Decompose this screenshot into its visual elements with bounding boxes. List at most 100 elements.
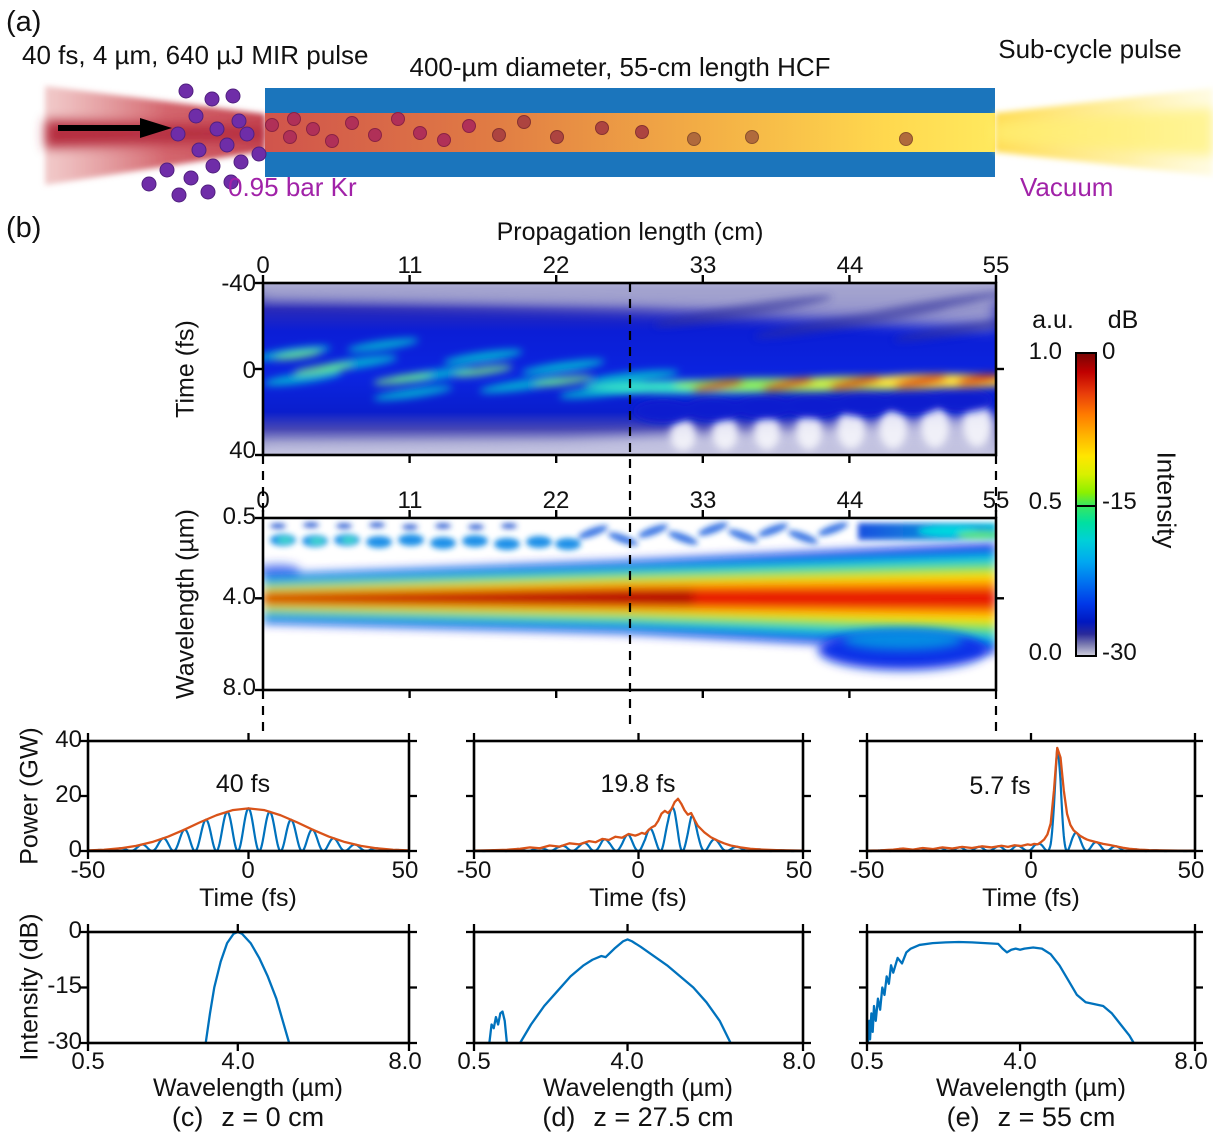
colorbar-db-tick: 0 (1102, 338, 1116, 365)
time-axis-label: Time (fs) (171, 320, 200, 418)
xtick-label: 0 (1024, 857, 1038, 884)
colorbar-title: Intensity (1151, 451, 1182, 549)
power-ytick: 20 (55, 781, 82, 808)
xtick-label: 8.0 (388, 1048, 422, 1075)
xtick-label: 11 (397, 487, 423, 514)
kr-gas-dots (141, 83, 913, 203)
wavelength-axis-label: Wavelength (µm) (171, 509, 200, 699)
hcf-upper-wall (265, 88, 995, 113)
wavelength-map-ticks (255, 510, 1004, 698)
spectrum-ytick: 0 (68, 917, 82, 944)
xtick-label: 0.5 (850, 1048, 884, 1075)
input-pulse-label: 40 fs, 4 µm, 640 µJ MIR pulse (22, 40, 369, 70)
power-ytick: 40 (55, 726, 82, 753)
time-tick: 40 (229, 437, 256, 464)
wavelength-xlabel-e: Wavelength (µm) (936, 1074, 1126, 1102)
colorbar-left-unit: a.u. (1032, 306, 1074, 334)
duration-annotation-e: 5.7 fs (969, 772, 1031, 800)
xtick-label: -50 (456, 857, 492, 884)
gas-label: 0.95 bar Kr (228, 172, 357, 202)
red-shifted-lobe (818, 630, 988, 670)
colorbar (1075, 352, 1097, 657)
xtick-label: 8.0 (782, 1048, 816, 1075)
dispersive-wave-features (270, 522, 996, 550)
xtick-label: 33 (689, 252, 717, 279)
colorbar-db-tick: -15 (1102, 488, 1137, 515)
power-ytick: 0 (68, 836, 82, 863)
colorbar-au-tick: 1.0 (1028, 338, 1062, 365)
xtick-label: -50 (849, 857, 885, 884)
wavelength-propagation-heatmap (255, 510, 1004, 698)
xtick-label: 0 (631, 857, 645, 884)
output-beam (995, 88, 1213, 176)
spectrum-plot-c (80, 924, 417, 1051)
series-envelope (866, 746, 1196, 852)
vacuum-label: Vacuum (1020, 172, 1114, 202)
series-envelope (473, 797, 804, 852)
duration-annotation-c: 40 fs (215, 770, 271, 798)
compressed-filament-streak (583, 374, 996, 394)
time-map-ticks (255, 275, 1004, 463)
panel-d-label: (d) (542, 1102, 576, 1132)
time-tick: 0 (242, 357, 256, 384)
wavelength-tick: 4.0 (222, 583, 256, 610)
xtick-label: 50 (391, 857, 419, 884)
propagation-arrow (58, 118, 172, 138)
panel-e-caption: z = 55 cm (997, 1102, 1116, 1132)
power-plot-d (466, 733, 811, 859)
panel-a-label: (a) (6, 6, 42, 38)
xtick-label: 22 (542, 252, 570, 279)
power-plot-c (80, 733, 417, 859)
xtick-label: 0.5 (71, 1048, 105, 1075)
series-main_spectrum (519, 938, 732, 1044)
panel-b-label: (b) (6, 212, 42, 244)
xtick-label: 8.0 (1174, 1048, 1208, 1075)
xtick-label: 22 (542, 487, 570, 514)
panel-d-caption: z = 27.5 cm (593, 1102, 734, 1132)
spectrum-ytick: -30 (47, 1028, 82, 1055)
spectrum-plot-d (466, 924, 811, 1051)
colorbar-db-tick: -30 (1102, 639, 1137, 666)
series-carrier (88, 807, 409, 853)
time-xlabel-e: Time (fs) (982, 884, 1080, 912)
xtick-label: 44 (836, 252, 864, 279)
xtick-label: 50 (785, 857, 813, 884)
series-carrier (866, 747, 1195, 853)
panel-c-label: (c) (171, 1102, 204, 1132)
series-envelope (87, 807, 410, 852)
xtick-label: 44 (836, 487, 864, 514)
caption-e: (e) z = 55 cm (947, 1102, 1116, 1133)
xtick-label: 55 (982, 252, 1010, 279)
colorbar-mid-tick (1077, 504, 1095, 507)
xtick-label: 11 (397, 252, 423, 279)
panel-c-caption: z = 0 cm (221, 1102, 325, 1132)
colorbar-right-unit: dB (1107, 306, 1139, 334)
caption-c: (c) z = 0 cm (172, 1102, 324, 1133)
xtick-label: -50 (70, 857, 106, 884)
xtick-label: 4.0 (610, 1048, 644, 1075)
xtick-label: 4.0 (221, 1048, 255, 1075)
wavelength-tick: 0.5 (222, 503, 256, 530)
propagation-axis-title: Propagation length (cm) (496, 218, 764, 246)
output-pulse-label: Sub-cycle pulse (998, 34, 1182, 64)
spectrum-plot-e (859, 924, 1203, 1051)
xtick-label: 0 (256, 252, 270, 279)
wavelength-xlabel-c: Wavelength (µm) (153, 1074, 343, 1102)
xtick-label: 0 (241, 857, 255, 884)
caption-d: (d) z = 27.5 cm (542, 1102, 733, 1133)
fiber-label: 400-µm diameter, 55-cm length HCF (409, 52, 831, 82)
hcf-lower-wall (265, 152, 995, 177)
hcf-schematic (45, 83, 1213, 203)
series-carrier (473, 806, 803, 853)
wavelength-tick: 8.0 (222, 674, 256, 701)
panel-e-label: (e) (946, 1102, 980, 1132)
duration-annotation-d: 19.8 fs (600, 770, 676, 798)
xtick-label: 4.0 (1003, 1048, 1037, 1075)
xtick-label: 0.5 (457, 1048, 491, 1075)
series-spectrum (866, 940, 1135, 1044)
time-xlabel-d: Time (fs) (589, 884, 687, 912)
series-spectrum (204, 930, 291, 1044)
time-tick: -40 (221, 270, 256, 297)
wavelength-xlabel-d: Wavelength (µm) (543, 1074, 733, 1102)
colorbar-au-tick: 0.0 (1028, 639, 1062, 666)
